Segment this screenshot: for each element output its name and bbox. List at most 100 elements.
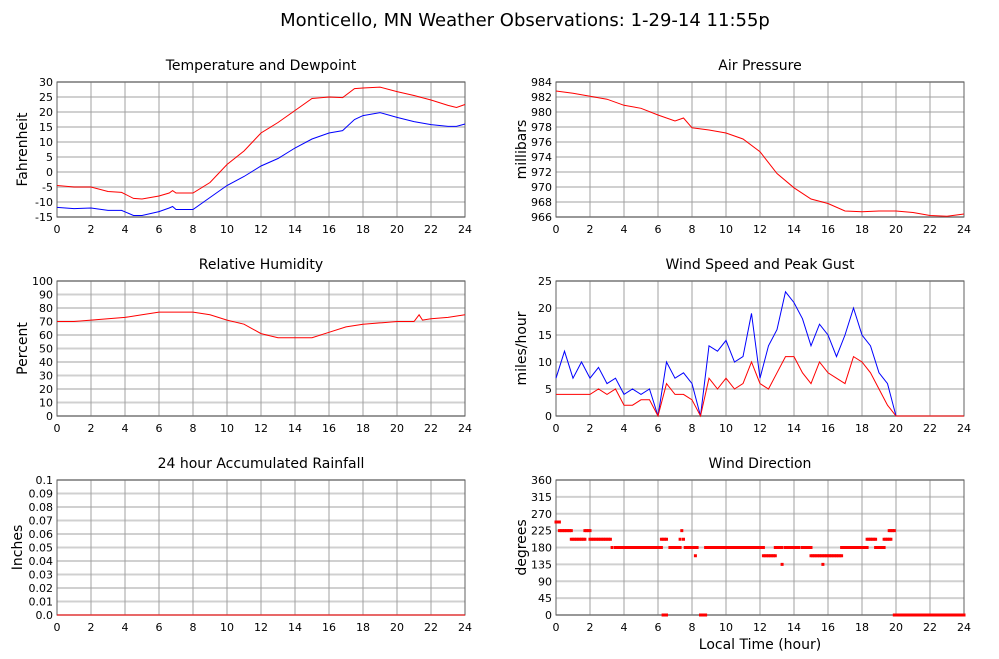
x-tick-label: 0 (553, 223, 560, 236)
x-tick-label: 4 (122, 422, 129, 435)
direction-point (911, 613, 915, 617)
direction-point (678, 546, 682, 549)
series-line-temperature (56, 86, 466, 200)
direction-point (561, 529, 565, 533)
y-tick-label: 360 (531, 474, 552, 487)
x-tick-label: 0 (54, 422, 61, 435)
direction-point (564, 529, 568, 533)
y-tick-label: 10 (39, 136, 53, 149)
y-tick-label: 80 (39, 302, 53, 315)
series-line-relative-humidity (57, 311, 466, 339)
x-tick-label: 0 (54, 621, 61, 634)
direction-point (773, 554, 777, 558)
direction-point (692, 546, 696, 549)
direction-point (896, 613, 900, 617)
direction-point (826, 554, 830, 558)
direction-point (853, 546, 857, 549)
direction-point (651, 546, 655, 549)
direction-point (590, 537, 594, 541)
y-tick-label: 20 (39, 106, 53, 119)
direction-point (960, 613, 964, 617)
direction-point (767, 554, 770, 558)
direction-point (831, 554, 835, 558)
direction-point (569, 537, 573, 541)
direction-point (761, 546, 765, 549)
direction-point (952, 613, 956, 617)
direction-point (935, 613, 939, 617)
direction-point (673, 546, 677, 549)
y-tick-label: 70 (39, 316, 53, 329)
direction-point (580, 537, 583, 541)
x-tick-label: 24 (957, 422, 971, 435)
y-tick-label: 0.1 (36, 474, 54, 487)
y-axis-label: Percent (15, 322, 31, 375)
direction-point (884, 537, 888, 541)
direction-point (605, 537, 609, 541)
x-tick-label: 20 (390, 621, 404, 634)
direction-point (785, 546, 789, 549)
x-tick-label: 20 (889, 621, 903, 634)
x-tick-label: 8 (190, 223, 197, 236)
direction-point (695, 546, 699, 549)
x-tick-label: 10 (719, 422, 733, 435)
direction-point (653, 546, 657, 549)
direction-point (833, 554, 837, 558)
direction-point (557, 529, 561, 533)
y-tick-label: 180 (531, 542, 552, 555)
direction-point (787, 546, 791, 549)
x-tick-label: 10 (719, 223, 733, 236)
y-tick-label: 0.09 (29, 488, 54, 501)
direction-point (617, 546, 621, 549)
direction-point (908, 613, 912, 617)
direction-point (768, 554, 772, 558)
direction-point (777, 546, 781, 549)
y-tick-label: 15 (538, 329, 552, 342)
panel-title: Air Pressure (718, 58, 801, 74)
y-tick-label: 315 (531, 491, 552, 504)
direction-point (670, 546, 674, 549)
direction-point (726, 546, 730, 549)
direction-point (877, 546, 881, 549)
direction-point (750, 546, 753, 549)
direction-point (563, 529, 566, 533)
direction-point (889, 529, 893, 533)
direction-point (928, 613, 932, 617)
direction-point (891, 529, 895, 533)
direction-point (816, 554, 820, 558)
direction-point (879, 546, 883, 549)
direction-point (887, 537, 891, 541)
direction-point (634, 546, 638, 549)
panel-title: 24 hour Accumulated Rainfall (158, 456, 365, 472)
panel-title: Wind Direction (709, 456, 812, 472)
panel-title: Temperature and Dewpoint (165, 58, 357, 74)
direction-point (658, 546, 662, 549)
x-tick-label: 16 (821, 223, 835, 236)
x-tick-label: 14 (288, 223, 302, 236)
direction-point (717, 546, 721, 549)
direction-point (627, 546, 631, 549)
direction-point (602, 537, 606, 541)
direction-point (576, 537, 580, 541)
x-tick-label: 18 (855, 422, 869, 435)
x-axis-label: Local Time (hour) (699, 637, 821, 653)
direction-point (654, 546, 658, 549)
x-tick-label: 2 (587, 621, 594, 634)
direction-point (642, 546, 646, 549)
direction-point (942, 613, 946, 617)
y-axis-label: Fahrenheit (15, 112, 31, 187)
direction-point (937, 613, 940, 617)
direction-point (858, 546, 862, 549)
direction-point (593, 537, 597, 541)
direction-point (665, 537, 668, 541)
direction-point (892, 613, 896, 617)
direction-point (636, 546, 640, 549)
x-tick-label: 24 (458, 621, 472, 634)
direction-point (639, 546, 643, 549)
direction-point (901, 613, 905, 617)
direction-point (930, 613, 934, 617)
direction-point (641, 546, 645, 549)
direction-point (875, 546, 879, 549)
direction-point (812, 554, 816, 558)
